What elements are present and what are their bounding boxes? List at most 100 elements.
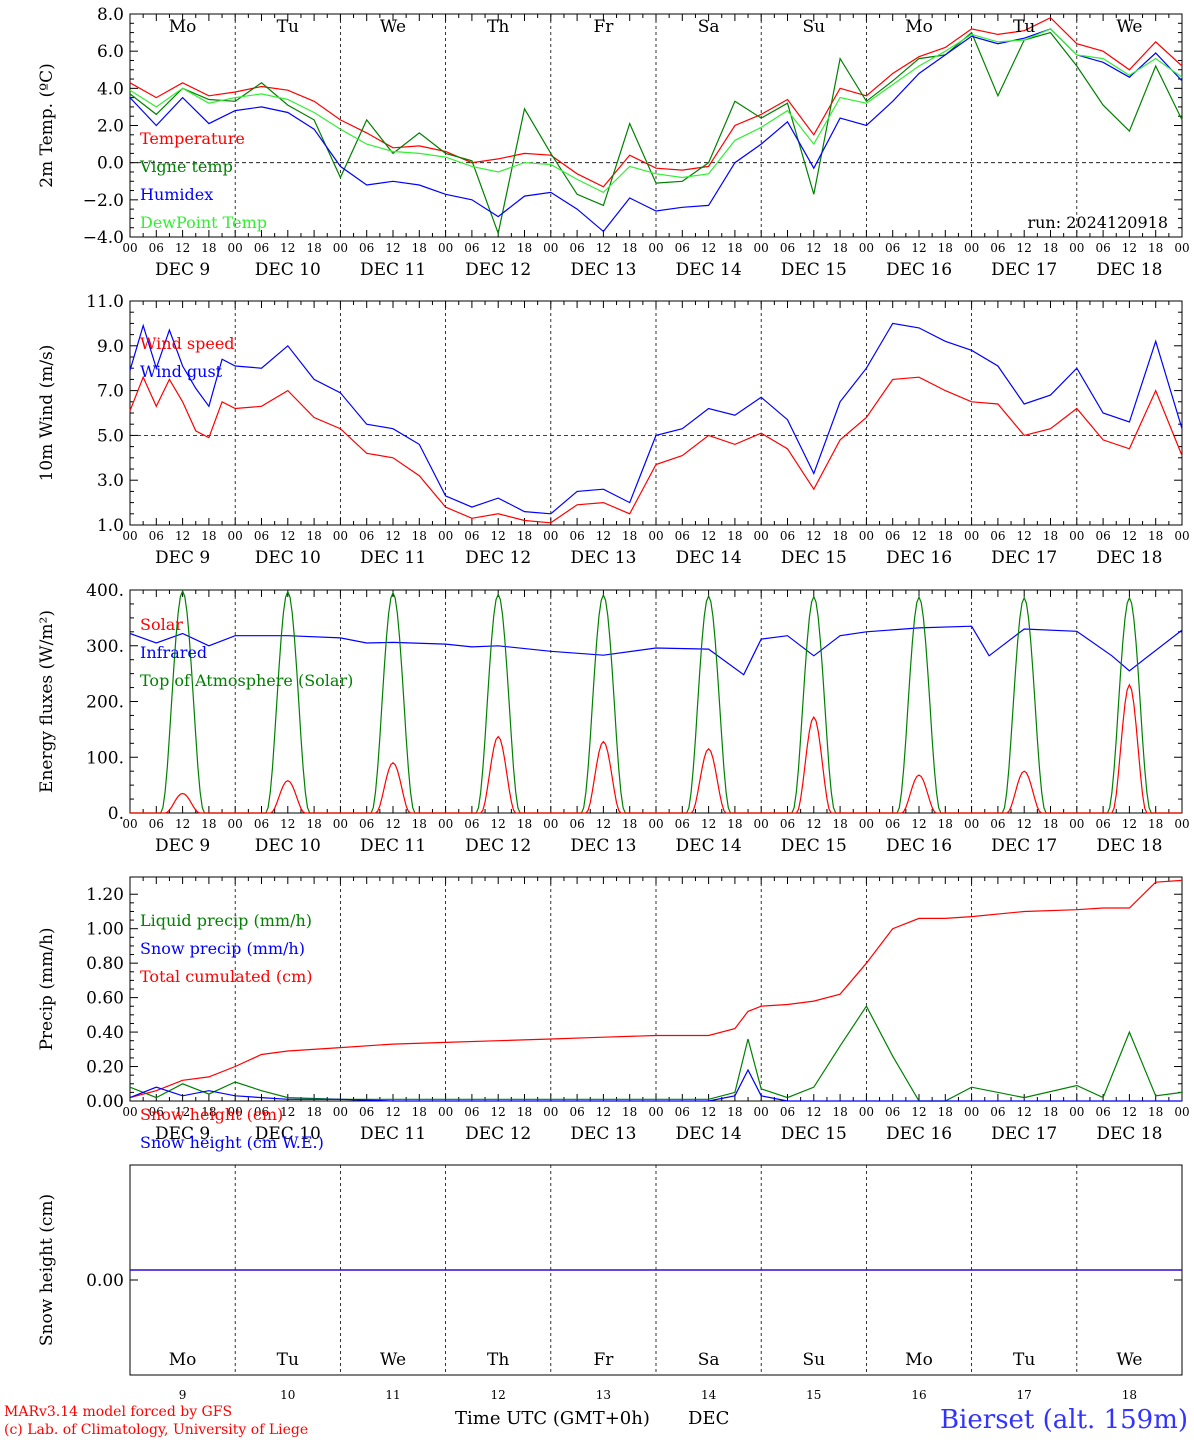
legend-entry: Temperature bbox=[140, 129, 245, 148]
y-axis-label: Precip (mm/h) bbox=[37, 927, 57, 1050]
x-hour-label: 12 bbox=[175, 529, 190, 543]
x-hour-label: 12 bbox=[385, 817, 400, 831]
weekday-label: Mo bbox=[169, 17, 197, 37]
x-hour-label: 12 bbox=[596, 1105, 611, 1119]
y-tick-label: 11.0 bbox=[86, 292, 124, 312]
x-date-label: DEC 16 bbox=[886, 548, 952, 568]
x-hour-label: 18 bbox=[1148, 529, 1163, 543]
legend-entry: Humidex bbox=[140, 185, 213, 204]
x-hour-label: 12 bbox=[491, 817, 506, 831]
x-hour-label: 18 bbox=[938, 241, 953, 255]
x-hour-label: 00 bbox=[964, 529, 979, 543]
x-date-label: DEC 13 bbox=[570, 260, 636, 280]
x-hour-label: 00 bbox=[543, 1105, 558, 1119]
x-hour-label: 18 bbox=[412, 817, 427, 831]
x-hour-label: 00 bbox=[228, 1105, 243, 1119]
x-date-label: DEC 14 bbox=[676, 548, 742, 568]
y-axis-label: Energy fluxes (W/m²) bbox=[37, 610, 57, 793]
x-date-label: DEC 10 bbox=[255, 1124, 321, 1144]
x-hour-label: 06 bbox=[464, 817, 479, 831]
x-hour-label: 00 bbox=[1069, 1105, 1084, 1119]
y-tick-label: 0.00 bbox=[86, 1271, 124, 1291]
x-hour-label: 12 bbox=[175, 1105, 190, 1119]
weekday-label: Sa bbox=[698, 1350, 720, 1370]
x-hour-label: 12 bbox=[280, 529, 295, 543]
x-hour-label: 18 bbox=[1043, 241, 1058, 255]
y-tick-label: 300. bbox=[86, 637, 124, 657]
x-hour-label: 12 bbox=[701, 817, 716, 831]
y-tick-label: 400. bbox=[86, 581, 124, 601]
x-hour-label: 00 bbox=[648, 241, 663, 255]
weekday-label: Tu bbox=[1013, 17, 1035, 37]
weekday-label: Tu bbox=[277, 17, 299, 37]
x-date-label: DEC 13 bbox=[570, 836, 636, 856]
x-hour-label: 00 bbox=[1069, 817, 1084, 831]
legend-entry: Snow height (cm) bbox=[140, 1105, 283, 1124]
plot-frame bbox=[129, 300, 1183, 526]
x-hour-label: 00 bbox=[228, 817, 243, 831]
x-hour-label: 12 bbox=[1122, 817, 1137, 831]
x-hour-label: 06 bbox=[780, 1105, 795, 1119]
x-hour-label: 00 bbox=[648, 529, 663, 543]
x-hour-label: 06 bbox=[675, 241, 690, 255]
x-hour-label: 18 bbox=[517, 241, 532, 255]
y-tick-label: −2.0 bbox=[83, 191, 124, 211]
x-hour-label: 06 bbox=[885, 529, 900, 543]
x-hour-label: 00 bbox=[754, 529, 769, 543]
x-hour-label: 12 bbox=[1122, 529, 1137, 543]
x-hour-label: 12 bbox=[806, 529, 821, 543]
x-hour-label: 12 bbox=[911, 529, 926, 543]
x-date-label: DEC 12 bbox=[465, 548, 531, 568]
weekday-label: Fr bbox=[593, 1350, 614, 1370]
x-hour-label: 18 bbox=[1148, 1105, 1163, 1119]
x-hour-label: 18 bbox=[201, 1105, 216, 1119]
x-hour-label: 00 bbox=[859, 1105, 874, 1119]
weekday-label: Tu bbox=[1013, 1350, 1035, 1370]
weekday-label: Tu bbox=[277, 1350, 299, 1370]
run-label: run: 2024120918 bbox=[1027, 213, 1168, 232]
x-hour-label: 06 bbox=[149, 1105, 164, 1119]
weekday-label: Mo bbox=[169, 1350, 197, 1370]
x-date-label: DEC 16 bbox=[886, 260, 952, 280]
x-hour-label: 00 bbox=[859, 817, 874, 831]
y-tick-label: 0. bbox=[108, 804, 124, 824]
x-hour-label: 18 bbox=[727, 529, 742, 543]
y-tick-label: 7.0 bbox=[97, 382, 124, 402]
series-line bbox=[129, 1068, 1182, 1102]
x-date-label: DEC 18 bbox=[1096, 548, 1162, 568]
y-tick-label: 0.00 bbox=[86, 1092, 124, 1112]
x-date-label: DEC 9 bbox=[155, 1124, 210, 1144]
x-date-label: DEC 18 bbox=[1096, 836, 1162, 856]
weekday-label: Mo bbox=[905, 1350, 933, 1370]
x-date-label: DEC 10 bbox=[255, 836, 321, 856]
x-hour-label: 12 bbox=[701, 529, 716, 543]
x-hour-label: 18 bbox=[622, 529, 637, 543]
y-axis-label: 10m Wind (m/s) bbox=[37, 345, 57, 482]
day-number-label: 13 bbox=[596, 1388, 611, 1402]
y-tick-label: 1.0 bbox=[97, 516, 124, 536]
x-hour-label: 00 bbox=[964, 1105, 979, 1119]
panel-5: 0.00 Snow height (cm) Mo 9 Tu 10 We 11 Th 12 Fr 13 S… bbox=[37, 1105, 1183, 1402]
weekday-label: Fr bbox=[593, 17, 614, 37]
x-hour-label: 18 bbox=[938, 817, 953, 831]
x-hour-label: 00 bbox=[543, 529, 558, 543]
x-axis-title: Time UTC (GMT+0h) bbox=[455, 1408, 650, 1429]
x-hour-label: 06 bbox=[1095, 529, 1110, 543]
x-hour-label: 00 bbox=[859, 241, 874, 255]
x-hour-label: 12 bbox=[280, 241, 295, 255]
x-hour-label: 06 bbox=[149, 529, 164, 543]
x-hour-label: 12 bbox=[385, 241, 400, 255]
x-hour-label: 18 bbox=[1148, 817, 1163, 831]
solar-line bbox=[130, 683, 1182, 814]
weekday-label: We bbox=[1116, 17, 1142, 37]
x-hour-label: 18 bbox=[1148, 241, 1163, 255]
x-date-label: DEC 15 bbox=[781, 1124, 847, 1144]
y-tick-label: 0.20 bbox=[86, 1058, 124, 1078]
y-tick-label: 0.60 bbox=[86, 989, 124, 1009]
y-tick-label: 100. bbox=[86, 748, 124, 768]
weekday-label: Sa bbox=[698, 17, 720, 37]
x-hour-label: 06 bbox=[780, 529, 795, 543]
x-hour-label: 18 bbox=[832, 241, 847, 255]
x-hour-label: 18 bbox=[517, 817, 532, 831]
x-hour-label: 06 bbox=[675, 1105, 690, 1119]
